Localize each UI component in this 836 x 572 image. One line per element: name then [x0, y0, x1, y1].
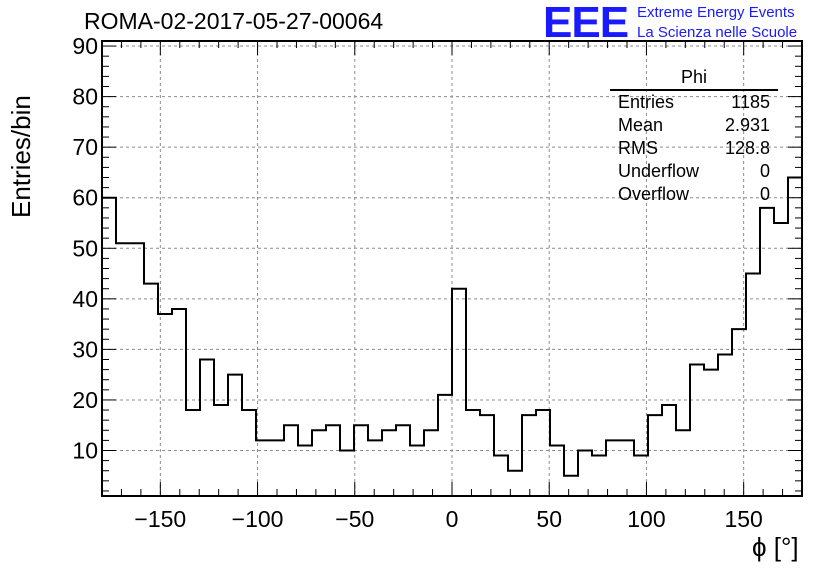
stats-value: 0: [759, 184, 770, 204]
stats-value: 128.8: [724, 138, 770, 158]
x-tick-label: 150: [724, 506, 762, 532]
histogram-line: [102, 176, 802, 477]
eee-logo: EEE: [543, 0, 629, 47]
stats-label: RMS: [618, 138, 658, 158]
y-tick-label: 10: [72, 438, 98, 464]
stats-title: Phi: [610, 66, 778, 91]
logo-caption-line1: Extreme Energy Events: [637, 4, 795, 21]
x-tick-label: 50: [536, 506, 562, 532]
x-tick-label: 0: [446, 506, 459, 532]
logo-caption: Extreme Energy Events La Scienza nelle S…: [637, 3, 797, 43]
y-tick-label: 40: [72, 286, 98, 312]
y-tick-label: 90: [72, 33, 98, 59]
chart-title: ROMA-02-2017-05-27-00064: [84, 8, 384, 34]
stats-label: Underflow: [618, 161, 700, 181]
stats-row-mean: Mean 2.931: [610, 114, 778, 137]
stats-value: 1185: [731, 92, 770, 112]
logo-caption-line2: La Scienza nelle Scuole: [637, 24, 798, 41]
stats-row-overflow: Overflow 0: [610, 183, 778, 206]
x-tick-label: −100: [232, 506, 284, 532]
stats-label: Entries: [618, 92, 675, 112]
stats-box: Phi Entries 1185 Mean 2.931 RMS 128.8 Under…: [610, 66, 778, 206]
stats-row-rms: RMS 128.8: [610, 137, 778, 160]
y-tick-label: 70: [72, 134, 98, 160]
y-tick-label: 30: [72, 336, 98, 362]
stats-value: 0: [759, 161, 770, 181]
y-tick-label: 20: [72, 387, 98, 413]
y-tick-label: 80: [72, 84, 98, 110]
tick-labels: −150 −100 −50 0 50 100 150 10 20 30 40 50 60 70 80 90: [72, 33, 762, 532]
x-tick-label: −50: [335, 506, 374, 532]
stats-value: 2.931: [724, 115, 770, 135]
y-tick-label: 50: [72, 235, 98, 261]
stats-label: Mean: [618, 115, 664, 135]
x-tick-label: −150: [134, 506, 186, 532]
x-tick-label: 100: [627, 506, 665, 532]
y-tick-label: 60: [72, 185, 98, 211]
stats-row-underflow: Underflow 0: [610, 160, 778, 183]
axis-ticks: [102, 41, 802, 496]
stats-row-entries: Entries 1185: [610, 91, 778, 114]
stats-label: Overflow: [618, 184, 690, 204]
x-axis-label: ϕ [°]: [752, 532, 799, 562]
y-axis-label: Entries/bin: [6, 95, 36, 218]
